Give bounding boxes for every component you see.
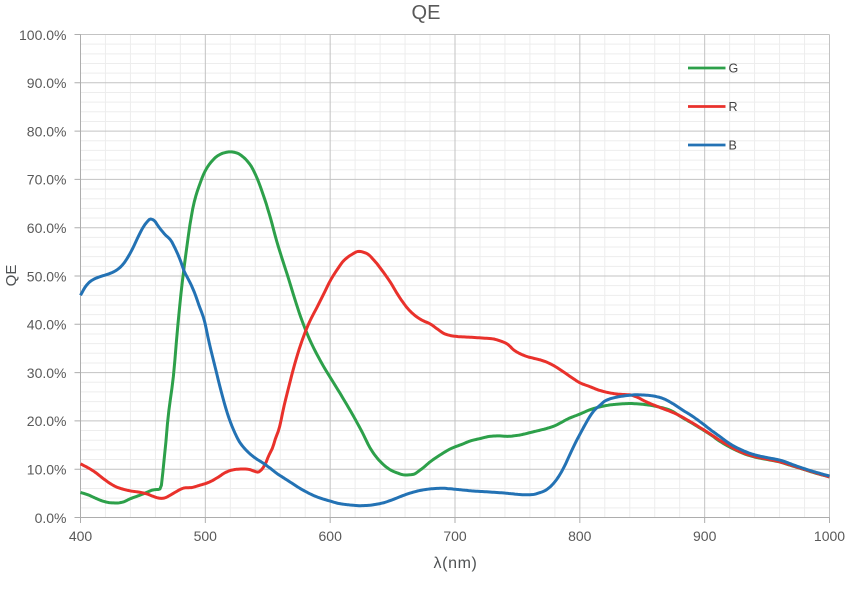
svg-text:100.0%: 100.0%	[19, 27, 66, 43]
svg-text:1000: 1000	[814, 528, 845, 544]
svg-text:QE: QE	[3, 265, 20, 287]
svg-text:800: 800	[568, 528, 592, 544]
svg-text:700: 700	[443, 528, 467, 544]
svg-text:R: R	[729, 100, 738, 114]
svg-text:30.0%: 30.0%	[27, 365, 67, 381]
svg-text:600: 600	[319, 528, 343, 544]
svg-text:70.0%: 70.0%	[27, 172, 67, 188]
svg-text:20.0%: 20.0%	[27, 413, 67, 429]
svg-text:λ(nm): λ(nm)	[434, 555, 478, 572]
svg-text:10.0%: 10.0%	[27, 462, 67, 478]
svg-text:40.0%: 40.0%	[27, 317, 67, 333]
svg-text:QE: QE	[412, 2, 441, 24]
svg-text:50.0%: 50.0%	[27, 268, 67, 284]
svg-text:500: 500	[194, 528, 218, 544]
svg-text:400: 400	[69, 528, 93, 544]
svg-text:60.0%: 60.0%	[27, 220, 67, 236]
svg-text:B: B	[729, 139, 737, 153]
svg-text:0.0%: 0.0%	[35, 510, 67, 526]
svg-text:90.0%: 90.0%	[27, 75, 67, 91]
svg-text:G: G	[729, 62, 739, 76]
svg-text:900: 900	[693, 528, 717, 544]
svg-text:80.0%: 80.0%	[27, 123, 67, 139]
